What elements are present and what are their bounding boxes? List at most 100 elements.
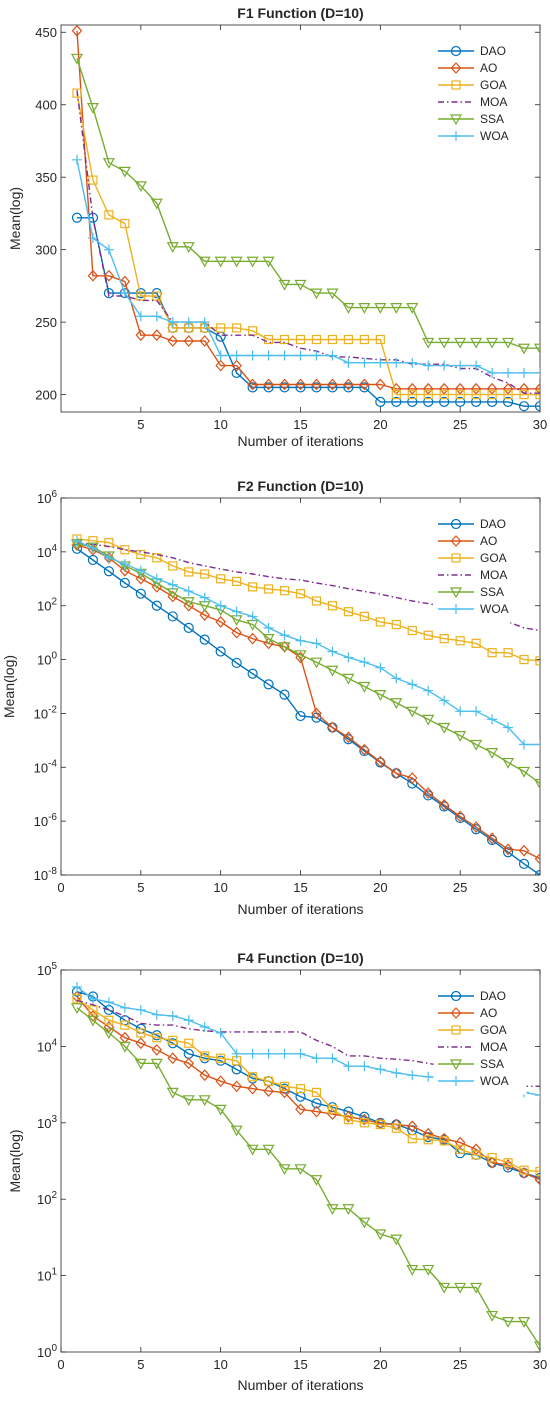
- point-goa: [535, 656, 540, 666]
- point-goa: [343, 607, 353, 617]
- point-ao: [231, 626, 242, 639]
- point-ao: [103, 1021, 115, 1033]
- point-goa: [311, 334, 322, 345]
- point-goa: [423, 1135, 433, 1145]
- point-dao: [518, 858, 530, 869]
- point-dao: [311, 382, 322, 393]
- point-ssa: [182, 242, 195, 253]
- point-goa: [423, 390, 433, 400]
- point-woa: [151, 1009, 162, 1020]
- point-ao: [295, 378, 306, 391]
- point-woa: [71, 536, 82, 547]
- point-ao: [215, 1075, 226, 1088]
- series-line-goa: [76, 92, 540, 396]
- legend-marker-ao: [450, 1007, 462, 1019]
- point-ssa: [533, 778, 540, 790]
- point-woa: [519, 739, 530, 750]
- point-dao: [407, 396, 418, 407]
- x-tick-label: 20: [373, 417, 387, 432]
- point-ssa: [533, 1341, 540, 1352]
- point-goa: [104, 210, 114, 220]
- point-ssa: [278, 279, 291, 291]
- point-ssa: [230, 256, 243, 268]
- point-ao: [438, 799, 450, 811]
- point-woa: [151, 311, 162, 322]
- y-tick-label: 100: [37, 1343, 57, 1360]
- point-goa: [216, 1053, 226, 1063]
- point-woa: [183, 586, 194, 597]
- point-woa: [455, 706, 466, 717]
- point-goa: [375, 617, 385, 627]
- series-line-moa: [76, 999, 540, 1088]
- point-woa: [295, 635, 306, 646]
- x-tick-label: 25: [453, 417, 467, 432]
- point-ssa: [438, 337, 451, 349]
- point-woa: [311, 350, 322, 361]
- point-dao: [423, 396, 434, 407]
- point-woa: [439, 695, 450, 706]
- legend: DAO AO GOA MOA SSA WOA: [433, 511, 527, 623]
- series-group: [70, 981, 540, 1352]
- point-woa: [423, 685, 434, 696]
- legend-label-moa: MOA: [480, 568, 507, 582]
- chart-title: F4 Function (D=10): [237, 950, 363, 966]
- point-goa: [471, 638, 481, 648]
- point-goa: [375, 1119, 385, 1130]
- point-ao: [311, 1105, 322, 1118]
- point-goa: [120, 1020, 130, 1030]
- point-woa: [503, 367, 514, 378]
- point-ao: [311, 707, 322, 720]
- point-ssa: [518, 343, 531, 355]
- point-ssa: [374, 303, 387, 314]
- y-axis-label: Mean(log): [7, 1129, 23, 1192]
- x-axis-label: Number of iterations: [237, 1377, 363, 1393]
- series-line-ao: [76, 996, 540, 1181]
- y-tick-label: 10-6: [34, 812, 58, 829]
- point-ssa: [422, 337, 435, 349]
- point-woa: [423, 1071, 434, 1082]
- point-woa: [295, 350, 306, 361]
- legend-marker-goa: [451, 553, 461, 563]
- legend-marker-ao: [450, 535, 462, 547]
- x-tick-label: 5: [137, 880, 144, 895]
- point-goa: [295, 334, 306, 345]
- point-ssa: [406, 706, 419, 718]
- point-ssa: [358, 303, 371, 314]
- point-ssa: [342, 303, 355, 314]
- legend-label-dao: DAO: [480, 517, 506, 531]
- x-tick-label: 15: [293, 417, 307, 432]
- point-ao: [327, 1108, 338, 1120]
- legend-label-ssa: SSA: [480, 112, 504, 126]
- y-tick-label: 350: [35, 170, 57, 185]
- point-goa: [279, 334, 290, 345]
- point-ssa: [278, 642, 291, 653]
- y-tick-label: 450: [35, 25, 57, 40]
- point-goa: [487, 390, 497, 400]
- point-ssa: [486, 337, 499, 349]
- y-tick-label: 101: [37, 1267, 57, 1284]
- point-ssa: [102, 1028, 115, 1040]
- point-woa: [119, 1002, 130, 1013]
- point-ssa: [470, 337, 483, 349]
- point-woa: [87, 542, 98, 553]
- legend-label-ao: AO: [480, 1006, 497, 1020]
- point-ao: [486, 832, 498, 845]
- series-line-goa: [76, 998, 540, 1173]
- point-goa: [439, 1136, 449, 1146]
- legend-label-ssa: SSA: [480, 1057, 504, 1071]
- point-goa: [439, 634, 449, 644]
- point-goa: [295, 589, 306, 599]
- point-ssa: [86, 103, 99, 114]
- point-ssa: [358, 681, 371, 693]
- point-woa: [215, 350, 226, 361]
- point-ssa: [326, 665, 339, 677]
- y-tick-label: 104: [37, 1037, 57, 1054]
- point-goa: [359, 611, 369, 622]
- x-axis-label: Number of iterations: [237, 901, 363, 917]
- point-ssa: [502, 1316, 515, 1328]
- point-ao: [406, 772, 418, 784]
- point-woa: [87, 233, 98, 244]
- point-ssa: [454, 731, 467, 742]
- legend-label-woa: WOA: [480, 1074, 509, 1088]
- legend-label-dao: DAO: [480, 44, 506, 58]
